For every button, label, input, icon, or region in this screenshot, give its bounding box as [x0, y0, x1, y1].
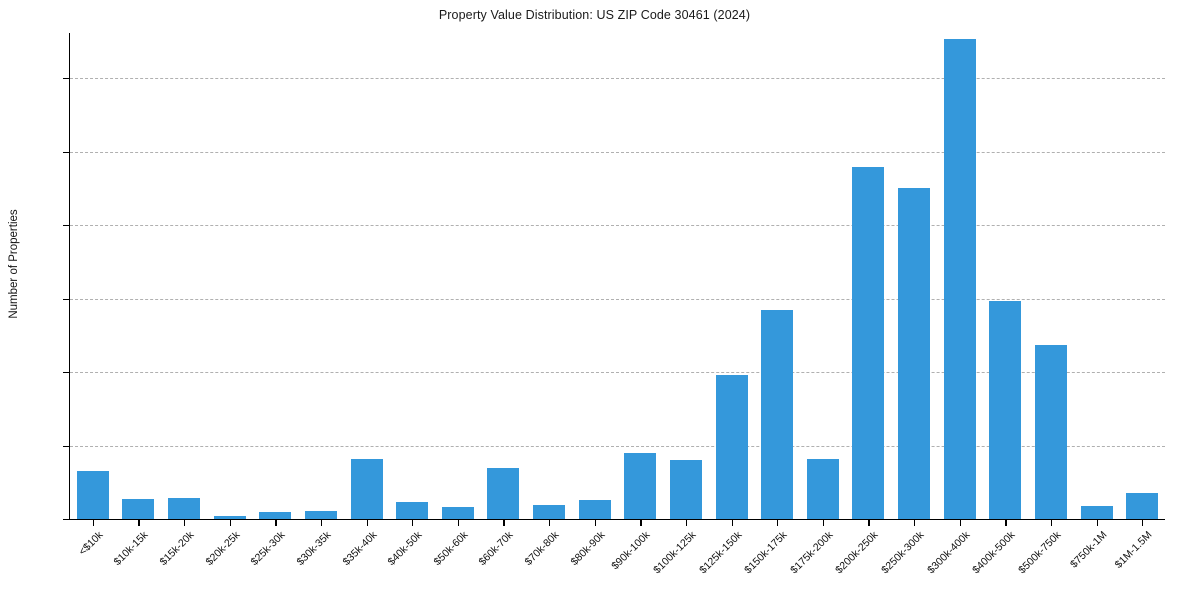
bar[interactable]	[350, 458, 383, 519]
bar[interactable]	[168, 497, 201, 519]
bar[interactable]	[1126, 492, 1159, 519]
x-tick-mark	[685, 519, 688, 526]
x-tick-mark	[959, 519, 961, 526]
y-axis-label: Number of Properties	[8, 209, 20, 319]
bar[interactable]	[304, 510, 337, 519]
x-tick-mark	[731, 519, 733, 526]
bar[interactable]	[1034, 345, 1067, 519]
x-tick-mark	[92, 519, 94, 526]
x-tick-mark	[640, 519, 642, 526]
y-tick-mark	[63, 298, 70, 300]
plot-area	[70, 34, 1165, 519]
bar[interactable]	[852, 167, 885, 519]
bar[interactable]	[578, 500, 611, 519]
y-tick-mark	[63, 372, 70, 374]
bar[interactable]	[669, 459, 702, 519]
bar[interactable]	[76, 470, 109, 519]
bar[interactable]	[761, 310, 794, 519]
bar[interactable]	[259, 511, 292, 519]
y-tick-mark	[63, 445, 70, 447]
bar[interactable]	[624, 453, 657, 519]
x-tick-mark	[503, 519, 505, 526]
y-tick-mark	[63, 151, 70, 153]
bar[interactable]	[898, 187, 931, 519]
x-tick-mark	[594, 519, 596, 526]
gridline-750	[70, 151, 1165, 153]
bar[interactable]	[1080, 505, 1113, 519]
gridline-450	[70, 298, 1165, 300]
y-tick-mark	[63, 78, 70, 80]
x-tick-mark	[229, 519, 231, 526]
x-tick-mark	[1096, 519, 1098, 526]
bar[interactable]	[122, 498, 155, 519]
bar[interactable]	[441, 506, 474, 519]
x-tick-mark	[914, 519, 916, 526]
x-tick-mark	[868, 519, 870, 526]
x-tick-mark	[366, 519, 368, 526]
x-axis-line	[69, 518, 1165, 520]
x-tick-mark	[1005, 519, 1007, 526]
bar[interactable]	[715, 374, 748, 519]
bar[interactable]	[989, 300, 1022, 519]
y-tick-mark	[63, 519, 70, 521]
x-tick-mark	[184, 519, 186, 526]
gridline-150	[70, 445, 1165, 447]
gridline-600	[70, 225, 1165, 227]
gridline-900	[70, 78, 1165, 80]
x-tick-mark	[1142, 519, 1144, 526]
bar[interactable]	[396, 501, 429, 519]
bar[interactable]	[213, 516, 246, 519]
bar[interactable]	[533, 504, 566, 519]
gridline-300	[70, 372, 1165, 374]
x-tick-mark	[777, 519, 779, 526]
x-tick-mark	[549, 519, 551, 526]
x-tick-mark	[138, 519, 140, 526]
bar[interactable]	[943, 39, 976, 519]
x-tick-mark	[412, 519, 414, 526]
x-tick-mark	[275, 519, 277, 526]
x-tick-mark	[320, 519, 323, 526]
bar[interactable]	[487, 468, 520, 519]
bar[interactable]	[806, 459, 839, 519]
x-tick-mark	[457, 519, 459, 526]
x-tick-mark	[1050, 519, 1053, 526]
x-tick-mark	[822, 519, 824, 526]
y-tick-mark	[63, 225, 70, 227]
chart-title: Property Value Distribution: US ZIP Code…	[438, 8, 751, 22]
y-axis-line	[69, 33, 71, 520]
